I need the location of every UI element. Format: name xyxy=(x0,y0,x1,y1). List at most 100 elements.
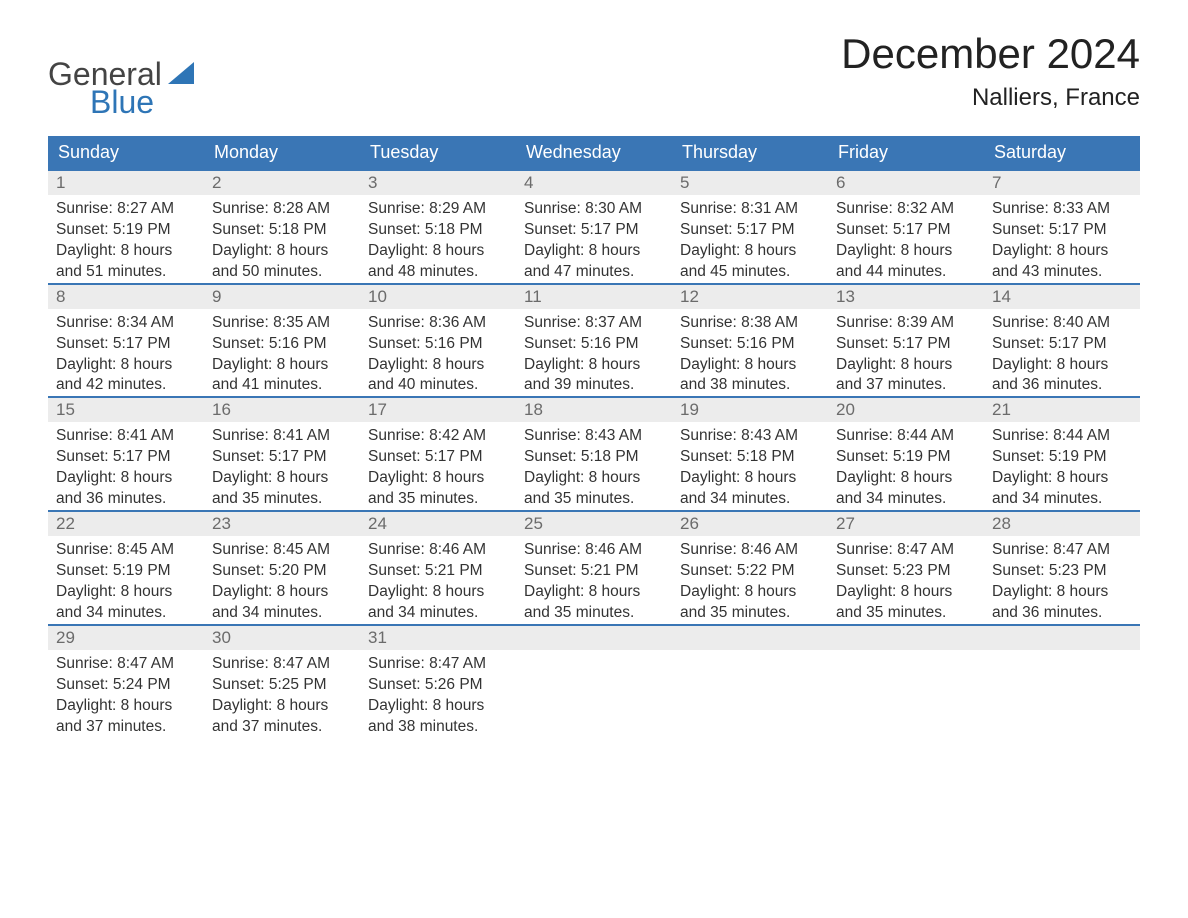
day-cell: 29Sunrise: 8:47 AMSunset: 5:24 PMDayligh… xyxy=(48,625,204,738)
day-cell: 10Sunrise: 8:36 AMSunset: 5:16 PMDayligh… xyxy=(360,284,516,398)
day-content: Sunrise: 8:44 AMSunset: 5:19 PMDaylight:… xyxy=(828,422,984,510)
day-sunrise: Sunrise: 8:46 AM xyxy=(524,540,664,561)
day-dl1: Daylight: 8 hours xyxy=(56,468,196,489)
day-dl2: and 48 minutes. xyxy=(368,262,508,283)
day-content: Sunrise: 8:36 AMSunset: 5:16 PMDaylight:… xyxy=(360,309,516,397)
day-number: 16 xyxy=(204,398,360,422)
day-sunset: Sunset: 5:18 PM xyxy=(680,447,820,468)
day-cell: 20Sunrise: 8:44 AMSunset: 5:19 PMDayligh… xyxy=(828,397,984,511)
day-number: 13 xyxy=(828,285,984,309)
day-dl2: and 38 minutes. xyxy=(368,717,508,738)
day-number: 2 xyxy=(204,171,360,195)
day-cell: 19Sunrise: 8:43 AMSunset: 5:18 PMDayligh… xyxy=(672,397,828,511)
day-sunset: Sunset: 5:18 PM xyxy=(212,220,352,241)
day-sunset: Sunset: 5:21 PM xyxy=(368,561,508,582)
day-cell: 12Sunrise: 8:38 AMSunset: 5:16 PMDayligh… xyxy=(672,284,828,398)
day-cell: 6Sunrise: 8:32 AMSunset: 5:17 PMDaylight… xyxy=(828,170,984,284)
day-sunrise: Sunrise: 8:44 AM xyxy=(836,426,976,447)
day-dl2: and 37 minutes. xyxy=(836,375,976,396)
calendar-body: 1Sunrise: 8:27 AMSunset: 5:19 PMDaylight… xyxy=(48,170,1140,737)
weekday-header: Monday xyxy=(204,136,360,170)
day-sunset: Sunset: 5:19 PM xyxy=(56,220,196,241)
day-number: 26 xyxy=(672,512,828,536)
day-cell: 25Sunrise: 8:46 AMSunset: 5:21 PMDayligh… xyxy=(516,511,672,625)
day-number: 12 xyxy=(672,285,828,309)
day-dl1: Daylight: 8 hours xyxy=(836,241,976,262)
day-cell: 24Sunrise: 8:46 AMSunset: 5:21 PMDayligh… xyxy=(360,511,516,625)
day-sunrise: Sunrise: 8:39 AM xyxy=(836,313,976,334)
day-number: 25 xyxy=(516,512,672,536)
day-number: 30 xyxy=(204,626,360,650)
day-number: 18 xyxy=(516,398,672,422)
day-cell: 26Sunrise: 8:46 AMSunset: 5:22 PMDayligh… xyxy=(672,511,828,625)
day-cell: 21Sunrise: 8:44 AMSunset: 5:19 PMDayligh… xyxy=(984,397,1140,511)
day-number: 1 xyxy=(48,171,204,195)
day-content: Sunrise: 8:39 AMSunset: 5:17 PMDaylight:… xyxy=(828,309,984,397)
day-sunrise: Sunrise: 8:45 AM xyxy=(212,540,352,561)
day-sunset: Sunset: 5:16 PM xyxy=(524,334,664,355)
day-number: 19 xyxy=(672,398,828,422)
logo: General Blue xyxy=(48,58,194,118)
weekday-header: Thursday xyxy=(672,136,828,170)
day-cell: 4Sunrise: 8:30 AMSunset: 5:17 PMDaylight… xyxy=(516,170,672,284)
day-cell: 16Sunrise: 8:41 AMSunset: 5:17 PMDayligh… xyxy=(204,397,360,511)
day-dl1: Daylight: 8 hours xyxy=(212,355,352,376)
day-dl2: and 36 minutes. xyxy=(992,603,1132,624)
day-sunrise: Sunrise: 8:28 AM xyxy=(212,199,352,220)
day-number: 28 xyxy=(984,512,1140,536)
day-dl1: Daylight: 8 hours xyxy=(524,241,664,262)
day-sunrise: Sunrise: 8:41 AM xyxy=(56,426,196,447)
day-number: 31 xyxy=(360,626,516,650)
day-sunset: Sunset: 5:17 PM xyxy=(56,447,196,468)
day-dl1: Daylight: 8 hours xyxy=(212,241,352,262)
day-sunset: Sunset: 5:17 PM xyxy=(836,220,976,241)
day-sunrise: Sunrise: 8:35 AM xyxy=(212,313,352,334)
day-dl1: Daylight: 8 hours xyxy=(368,241,508,262)
day-dl1: Daylight: 8 hours xyxy=(212,468,352,489)
day-sunset: Sunset: 5:17 PM xyxy=(524,220,664,241)
day-dl2: and 34 minutes. xyxy=(836,489,976,510)
day-dl1: Daylight: 8 hours xyxy=(680,468,820,489)
day-sunset: Sunset: 5:19 PM xyxy=(836,447,976,468)
day-sunrise: Sunrise: 8:45 AM xyxy=(56,540,196,561)
day-content: Sunrise: 8:40 AMSunset: 5:17 PMDaylight:… xyxy=(984,309,1140,397)
day-cell: 11Sunrise: 8:37 AMSunset: 5:16 PMDayligh… xyxy=(516,284,672,398)
day-content: Sunrise: 8:29 AMSunset: 5:18 PMDaylight:… xyxy=(360,195,516,283)
day-dl2: and 43 minutes. xyxy=(992,262,1132,283)
day-sunset: Sunset: 5:18 PM xyxy=(524,447,664,468)
day-sunset: Sunset: 5:17 PM xyxy=(680,220,820,241)
day-dl1: Daylight: 8 hours xyxy=(368,468,508,489)
day-sunset: Sunset: 5:16 PM xyxy=(368,334,508,355)
day-sunset: Sunset: 5:21 PM xyxy=(524,561,664,582)
day-dl2: and 42 minutes. xyxy=(56,375,196,396)
day-sunrise: Sunrise: 8:46 AM xyxy=(680,540,820,561)
day-dl1: Daylight: 8 hours xyxy=(368,355,508,376)
day-sunrise: Sunrise: 8:47 AM xyxy=(992,540,1132,561)
day-number: 14 xyxy=(984,285,1140,309)
day-cell: 9Sunrise: 8:35 AMSunset: 5:16 PMDaylight… xyxy=(204,284,360,398)
day-sunset: Sunset: 5:24 PM xyxy=(56,675,196,696)
day-content: Sunrise: 8:47 AMSunset: 5:25 PMDaylight:… xyxy=(204,650,360,738)
day-dl2: and 38 minutes. xyxy=(680,375,820,396)
day-dl1: Daylight: 8 hours xyxy=(836,582,976,603)
day-dl2: and 37 minutes. xyxy=(56,717,196,738)
day-cell xyxy=(984,625,1140,738)
calendar-table: Sunday Monday Tuesday Wednesday Thursday… xyxy=(48,136,1140,737)
day-sunset: Sunset: 5:19 PM xyxy=(992,447,1132,468)
day-content: Sunrise: 8:47 AMSunset: 5:23 PMDaylight:… xyxy=(984,536,1140,624)
day-cell: 30Sunrise: 8:47 AMSunset: 5:25 PMDayligh… xyxy=(204,625,360,738)
day-content: Sunrise: 8:42 AMSunset: 5:17 PMDaylight:… xyxy=(360,422,516,510)
day-dl1: Daylight: 8 hours xyxy=(368,582,508,603)
day-dl2: and 40 minutes. xyxy=(368,375,508,396)
day-number: 6 xyxy=(828,171,984,195)
logo-blue-text: Blue xyxy=(90,86,154,118)
day-sunrise: Sunrise: 8:44 AM xyxy=(992,426,1132,447)
day-cell: 2Sunrise: 8:28 AMSunset: 5:18 PMDaylight… xyxy=(204,170,360,284)
day-dl2: and 34 minutes. xyxy=(680,489,820,510)
day-number: 21 xyxy=(984,398,1140,422)
day-dl2: and 41 minutes. xyxy=(212,375,352,396)
day-dl2: and 37 minutes. xyxy=(212,717,352,738)
day-number-empty xyxy=(984,626,1140,650)
day-number: 7 xyxy=(984,171,1140,195)
day-content: Sunrise: 8:28 AMSunset: 5:18 PMDaylight:… xyxy=(204,195,360,283)
